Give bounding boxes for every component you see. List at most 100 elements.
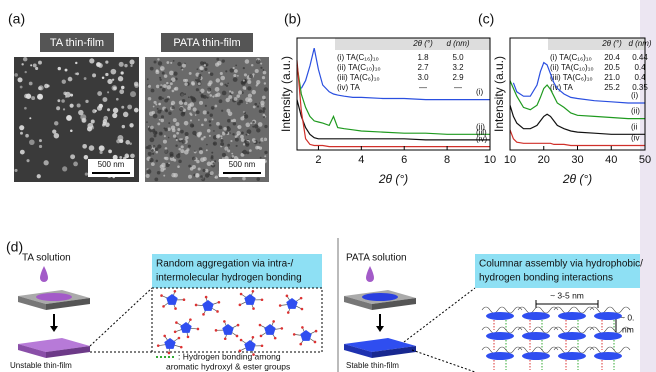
table-cell: 3.0 (417, 73, 429, 82)
grain (231, 91, 234, 94)
grain (201, 124, 204, 127)
panel-label: (b) (284, 11, 301, 27)
text: Columnar assembly via hydrophobic/ (479, 259, 643, 270)
grain (208, 72, 210, 74)
panel-label: (a) (8, 11, 25, 27)
grain (241, 132, 244, 135)
grain (227, 83, 229, 85)
grain (38, 61, 42, 65)
grain (256, 177, 260, 181)
grain (213, 143, 215, 145)
end-group (180, 346, 183, 349)
table-cell: 0.44 (632, 53, 648, 62)
grain (243, 79, 245, 81)
series-label: (ii (631, 122, 637, 131)
grain (119, 156, 122, 159)
end-group (274, 337, 277, 340)
grain (162, 97, 164, 99)
grain (203, 110, 207, 114)
grain (173, 71, 177, 75)
grain (62, 166, 67, 171)
table-cell: (ii) TA(C₁₀)₁₀ (550, 63, 594, 72)
grain (188, 175, 192, 179)
grain (92, 109, 96, 113)
end-group (293, 333, 296, 336)
grain (160, 119, 164, 123)
end-group (236, 335, 239, 338)
panel-label: (d) (6, 239, 23, 255)
grain (253, 106, 256, 109)
grain (119, 89, 124, 94)
grain (78, 110, 83, 115)
grain (164, 149, 168, 153)
grain (180, 92, 184, 96)
grain (159, 86, 162, 89)
grain (176, 132, 179, 135)
grain (63, 92, 66, 95)
grain (201, 137, 204, 140)
grain (221, 139, 224, 142)
grain (234, 97, 238, 101)
molecule-core (264, 324, 275, 335)
table-cell: (ii) TA(C₁₀)₁₀ (337, 63, 381, 72)
grain (212, 118, 214, 120)
grain (162, 72, 165, 75)
grain (252, 121, 255, 124)
disk (522, 312, 550, 320)
grain (157, 108, 159, 110)
grain (113, 108, 118, 113)
grain (237, 125, 241, 129)
grain (176, 139, 178, 141)
grain (160, 110, 162, 112)
grain (190, 119, 192, 121)
grain (38, 86, 42, 90)
grain (150, 126, 154, 130)
grain (256, 128, 260, 132)
series-label: (iv (631, 134, 639, 143)
grain (107, 79, 112, 84)
grain (161, 115, 164, 118)
grain (222, 91, 227, 96)
series-label: (i) (631, 91, 638, 100)
disk (558, 352, 586, 360)
grain (225, 70, 227, 72)
table-cell: (iii) TA(C₆)₁₀ (550, 73, 593, 82)
grain (24, 107, 27, 110)
grain (180, 130, 184, 134)
grain (75, 62, 77, 64)
grain (178, 160, 181, 163)
grain (216, 58, 219, 61)
grain (148, 126, 150, 128)
end-group (197, 328, 200, 331)
grain (170, 62, 172, 64)
grain (252, 126, 254, 128)
grain (222, 153, 226, 157)
end-group (240, 339, 243, 342)
grain (180, 149, 184, 153)
grain (63, 108, 65, 110)
grain (245, 59, 250, 64)
grain (111, 69, 117, 75)
grain (222, 59, 225, 62)
grain (185, 132, 189, 136)
end-group (281, 327, 284, 330)
grain (150, 137, 155, 142)
grain (156, 69, 159, 72)
grain (171, 101, 175, 105)
grain (112, 113, 117, 118)
grain (238, 90, 242, 94)
grain (254, 124, 258, 128)
grain (176, 137, 178, 139)
grain (90, 126, 94, 130)
grain (167, 85, 171, 89)
grain (252, 90, 256, 94)
molecule-core (202, 300, 213, 311)
grain (220, 142, 224, 146)
grain (130, 65, 132, 67)
grain (225, 131, 228, 134)
grain (150, 67, 154, 71)
grain (58, 67, 61, 70)
grain (235, 65, 237, 67)
grain (169, 152, 173, 156)
end-group (261, 298, 264, 301)
